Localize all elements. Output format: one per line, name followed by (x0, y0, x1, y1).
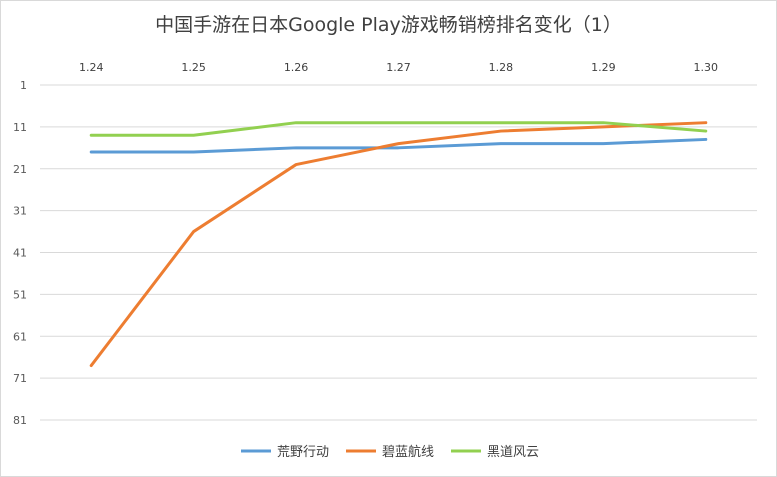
y-tick-label: 81 (13, 414, 27, 427)
chart-title: 中国手游在日本Google Play游戏畅销榜排名变化（1） (155, 14, 622, 36)
y-tick-label: 51 (13, 288, 27, 301)
series-lines (89, 121, 708, 368)
x-tick-label: 1.24 (79, 61, 104, 74)
legend-label: 碧蓝航线 (382, 444, 434, 460)
y-tick-label: 61 (13, 330, 27, 343)
x-tick-label: 1.29 (591, 61, 616, 74)
x-tick-label: 1.25 (181, 61, 206, 74)
y-tick-label: 21 (13, 163, 27, 176)
x-tick-label: 1.30 (694, 61, 719, 74)
legend: 荒野行动 碧蓝航线 黑道风云 (241, 444, 539, 460)
gridlines (40, 84, 757, 421)
x-tick-label: 1.28 (489, 61, 514, 74)
x-tick-label: 1.27 (386, 61, 411, 74)
legend-label: 荒野行动 (277, 445, 329, 460)
series-line (89, 121, 708, 368)
y-tick-label: 11 (13, 121, 27, 134)
y-tick-label: 31 (13, 205, 27, 218)
x-axis-labels: 1.24 1.25 1.26 1.27 1.28 1.29 1.30 (79, 61, 718, 74)
series-line (89, 121, 708, 137)
y-tick-label: 1 (20, 79, 27, 92)
series-line (89, 137, 708, 154)
x-tick-label: 1.26 (284, 61, 309, 74)
legend-label: 黑道风云 (487, 445, 539, 460)
y-tick-label: 41 (13, 247, 27, 260)
y-tick-label: 71 (13, 372, 27, 385)
